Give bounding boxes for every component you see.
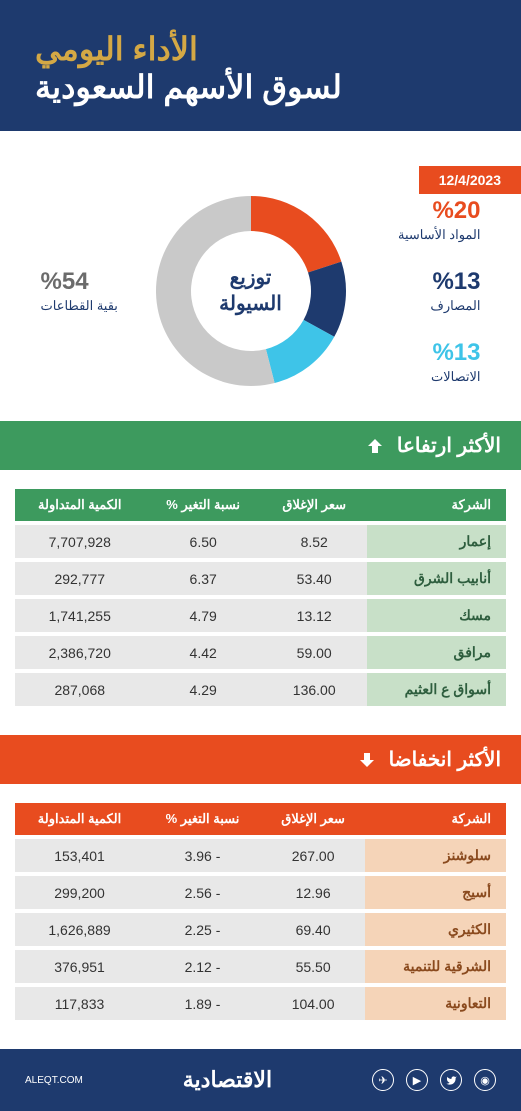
data-cell: 1,741,255 (15, 599, 145, 632)
data-cell: 59.00 (262, 636, 367, 669)
down-arrow-icon (355, 748, 379, 772)
legend-item-telecom: %13 الاتصالات (361, 339, 481, 385)
header: الأداء اليومي لسوق الأسهم السعودية (0, 0, 521, 131)
company-cell: مرافق (367, 636, 506, 669)
company-cell: التعاونية (365, 987, 506, 1020)
table-row: سلوشنز267.00- 3.96153,401 (15, 839, 506, 872)
table-row: الشرقية للتنمية55.50- 2.12376,951 (15, 950, 506, 983)
table-row: إعمار8.526.507,707,928 (15, 525, 506, 558)
data-cell: 7,707,928 (15, 525, 145, 558)
data-cell: 292,777 (15, 562, 145, 595)
date-badge: 12/4/2023 (419, 166, 521, 194)
title-line-2: لسوق الأسهم السعودية (35, 68, 486, 106)
donut-slice (251, 196, 341, 272)
company-cell: أسيج (365, 876, 506, 909)
telegram-icon: ✈ (372, 1069, 394, 1091)
data-cell: 6.37 (145, 562, 262, 595)
legend-left: %54 بقية القطاعات (41, 268, 141, 314)
table-header: الشركة (367, 489, 506, 521)
data-cell: 376,951 (15, 950, 144, 983)
table-header: سعر الإغلاق (262, 489, 367, 521)
legend-item-materials: %20 المواد الأساسية (361, 197, 481, 243)
data-cell: 4.42 (145, 636, 262, 669)
losers-table-section: الشركةسعر الإغلاقنسبة التغير %الكمية الم… (0, 784, 521, 1049)
data-cell: 1,626,889 (15, 913, 144, 946)
company-cell: إعمار (367, 525, 506, 558)
instagram-icon: ◉ (474, 1069, 496, 1091)
infographic-container: الأداء اليومي لسوق الأسهم السعودية 12/4/… (0, 0, 521, 1111)
data-cell: 4.79 (145, 599, 262, 632)
data-cell: 4.29 (145, 673, 262, 706)
donut-center-label: توزيع السيولة (219, 265, 282, 317)
data-cell: - 2.56 (144, 876, 261, 909)
footer-url: ALEQT.COM (25, 1075, 83, 1086)
footer: ◉ ▶ ✈ الاقتصادية ALEQT.COM (0, 1049, 521, 1111)
company-cell: أنابيب الشرق (367, 562, 506, 595)
gainers-table-section: الشركةسعر الإغلاقنسبة التغير %الكمية الم… (0, 470, 521, 735)
data-cell: 13.12 (262, 599, 367, 632)
gainers-title: الأكثر ارتفاعا (397, 433, 501, 458)
company-cell: الكثيري (365, 913, 506, 946)
company-cell: الشرقية للتنمية (365, 950, 506, 983)
data-cell: 69.40 (261, 913, 365, 946)
donut-chart: توزيع السيولة (151, 191, 351, 391)
table-header: نسبة التغير % (144, 803, 261, 835)
data-cell: - 1.89 (144, 987, 261, 1020)
table-row: أنابيب الشرق53.406.37292,777 (15, 562, 506, 595)
legend-item-banks: %13 المصارف (361, 268, 481, 314)
data-cell: 8.52 (262, 525, 367, 558)
legend-item-others: %54 بقية القطاعات (41, 268, 141, 314)
company-cell: سلوشنز (365, 839, 506, 872)
table-header: سعر الإغلاق (261, 803, 365, 835)
up-arrow-icon (363, 434, 387, 458)
data-cell: - 2.25 (144, 913, 261, 946)
data-cell: 299,200 (15, 876, 144, 909)
data-cell: - 2.12 (144, 950, 261, 983)
data-cell: 12.96 (261, 876, 365, 909)
data-cell: 153,401 (15, 839, 144, 872)
data-cell: 287,068 (15, 673, 145, 706)
table-row: مرافق59.004.422,386,720 (15, 636, 506, 669)
data-cell: 104.00 (261, 987, 365, 1020)
gainers-table: الشركةسعر الإغلاقنسبة التغير %الكمية الم… (15, 485, 506, 710)
data-cell: - 3.96 (144, 839, 261, 872)
twitter-icon (440, 1069, 462, 1091)
company-cell: مسك (367, 599, 506, 632)
losers-header: الأكثر انخفاضا (0, 735, 521, 784)
table-row: مسك13.124.791,741,255 (15, 599, 506, 632)
company-cell: أسواق ع العثيم (367, 673, 506, 706)
footer-logo: الاقتصادية (183, 1067, 272, 1093)
data-cell: 55.50 (261, 950, 365, 983)
data-cell: 267.00 (261, 839, 365, 872)
legend-right: %20 المواد الأساسية %13 المصارف %13 الات… (361, 197, 481, 385)
data-cell: 117,833 (15, 987, 144, 1020)
data-cell: 2,386,720 (15, 636, 145, 669)
table-header: الشركة (365, 803, 506, 835)
data-cell: 53.40 (262, 562, 367, 595)
gainers-header: الأكثر ارتفاعا (0, 421, 521, 470)
social-icons: ◉ ▶ ✈ (372, 1069, 496, 1091)
chart-section: 12/4/2023 %20 المواد الأساسية %13 المصار… (0, 131, 521, 421)
table-header: نسبة التغير % (145, 489, 262, 521)
table-row: أسيج12.96- 2.56299,200 (15, 876, 506, 909)
youtube-icon: ▶ (406, 1069, 428, 1091)
table-row: التعاونية104.00- 1.89117,833 (15, 987, 506, 1020)
losers-title: الأكثر انخفاضا (389, 747, 501, 772)
data-cell: 6.50 (145, 525, 262, 558)
table-row: أسواق ع العثيم136.004.29287,068 (15, 673, 506, 706)
title-line-1: الأداء اليومي (35, 30, 486, 68)
data-cell: 136.00 (262, 673, 367, 706)
table-header: الكمية المتداولة (15, 489, 145, 521)
table-header: الكمية المتداولة (15, 803, 144, 835)
losers-table: الشركةسعر الإغلاقنسبة التغير %الكمية الم… (15, 799, 506, 1024)
table-row: الكثيري69.40- 2.251,626,889 (15, 913, 506, 946)
